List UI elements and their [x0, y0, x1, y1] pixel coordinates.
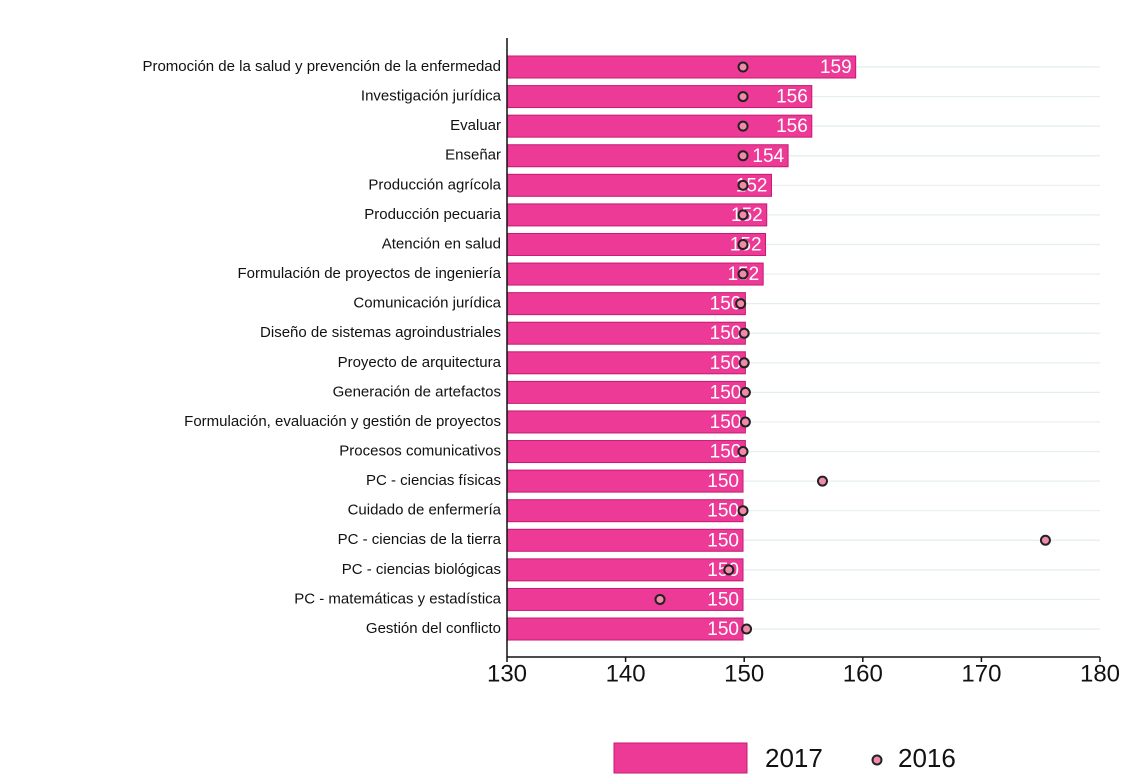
dot — [737, 91, 749, 103]
bar — [506, 262, 764, 286]
y-tick-label: Generación de artefactos — [333, 383, 501, 400]
y-tick-label: Procesos comunicativos — [339, 443, 501, 460]
x-tick-label: 160 — [843, 660, 883, 687]
value-label: 150 — [710, 412, 742, 433]
value-label: 150 — [710, 382, 742, 403]
dot — [738, 357, 750, 369]
y-tick-label: Enseñar — [445, 147, 501, 164]
dot — [816, 475, 828, 487]
y-tick-label: Atención en salud — [382, 235, 501, 252]
dot — [737, 179, 749, 191]
y-tick-label: Gestión del conflicto — [366, 620, 501, 637]
dot — [738, 327, 750, 339]
dot — [737, 120, 749, 132]
y-tick-label: Producción agrícola — [368, 176, 501, 193]
dot — [654, 593, 666, 605]
dot — [735, 298, 747, 310]
y-tick-label: Comunicación jurídica — [353, 295, 501, 312]
value-label: 150 — [710, 353, 742, 374]
bar — [506, 55, 857, 79]
dot — [739, 386, 751, 398]
value-label: 159 — [820, 57, 852, 78]
x-tick-label: 130 — [487, 660, 527, 687]
bar — [506, 203, 768, 227]
dot — [723, 564, 735, 576]
legend-label: 2017 — [765, 743, 823, 773]
value-label: 150 — [707, 530, 739, 551]
value-label: 150 — [707, 619, 739, 640]
dot — [737, 446, 749, 458]
dot — [737, 505, 749, 517]
value-label: 150 — [707, 589, 739, 610]
y-tick-label: Formulación, evaluación y gestión de pro… — [184, 413, 501, 430]
value-label: 156 — [776, 116, 808, 137]
dot — [741, 623, 753, 635]
x-tick-label: 150 — [724, 660, 764, 687]
y-tick-label: Investigación jurídica — [361, 88, 502, 105]
bar — [506, 232, 767, 256]
value-label: 156 — [776, 87, 808, 108]
bar — [506, 85, 813, 109]
dot — [737, 238, 749, 250]
dot — [737, 209, 749, 221]
value-label: 150 — [710, 294, 742, 315]
dot — [737, 268, 749, 280]
y-tick-label: Formulación de proyectos de ingeniería — [238, 265, 502, 282]
y-tick-label: Evaluar — [450, 117, 501, 134]
x-tick-label: 140 — [606, 660, 646, 687]
dot — [739, 416, 751, 428]
y-tick-label: Cuidado de enfermería — [348, 502, 502, 519]
value-label: 150 — [710, 323, 742, 344]
value-label: 150 — [710, 442, 742, 463]
value-label: 150 — [707, 501, 739, 522]
value-label: 154 — [752, 146, 784, 167]
y-tick-label: Proyecto de arquitectura — [338, 354, 502, 371]
x-tick-label: 180 — [1080, 660, 1120, 687]
y-tick-label: PC - ciencias físicas — [366, 472, 501, 489]
bar — [506, 114, 813, 138]
value-label: 150 — [707, 560, 739, 581]
y-tick-label: Promoción de la salud y prevención de la… — [142, 58, 501, 75]
dot — [1039, 534, 1051, 546]
y-tick-label: PC - ciencias biológicas — [342, 561, 501, 578]
y-tick-label: Producción pecuaria — [364, 206, 501, 223]
dot — [737, 61, 749, 73]
y-tick-label: PC - ciencias de la tierra — [338, 531, 502, 548]
y-tick-label: PC - matemáticas y estadística — [294, 590, 501, 607]
x-tick-label: 170 — [961, 660, 1001, 687]
dot — [737, 150, 749, 162]
value-label: 150 — [707, 471, 739, 492]
y-tick-label: Diseño de sistemas agroindustriales — [260, 324, 501, 341]
legend-swatch — [613, 742, 748, 774]
legend-dot — [871, 754, 883, 766]
bar — [506, 173, 772, 197]
legend-label: 2016 — [898, 743, 956, 773]
